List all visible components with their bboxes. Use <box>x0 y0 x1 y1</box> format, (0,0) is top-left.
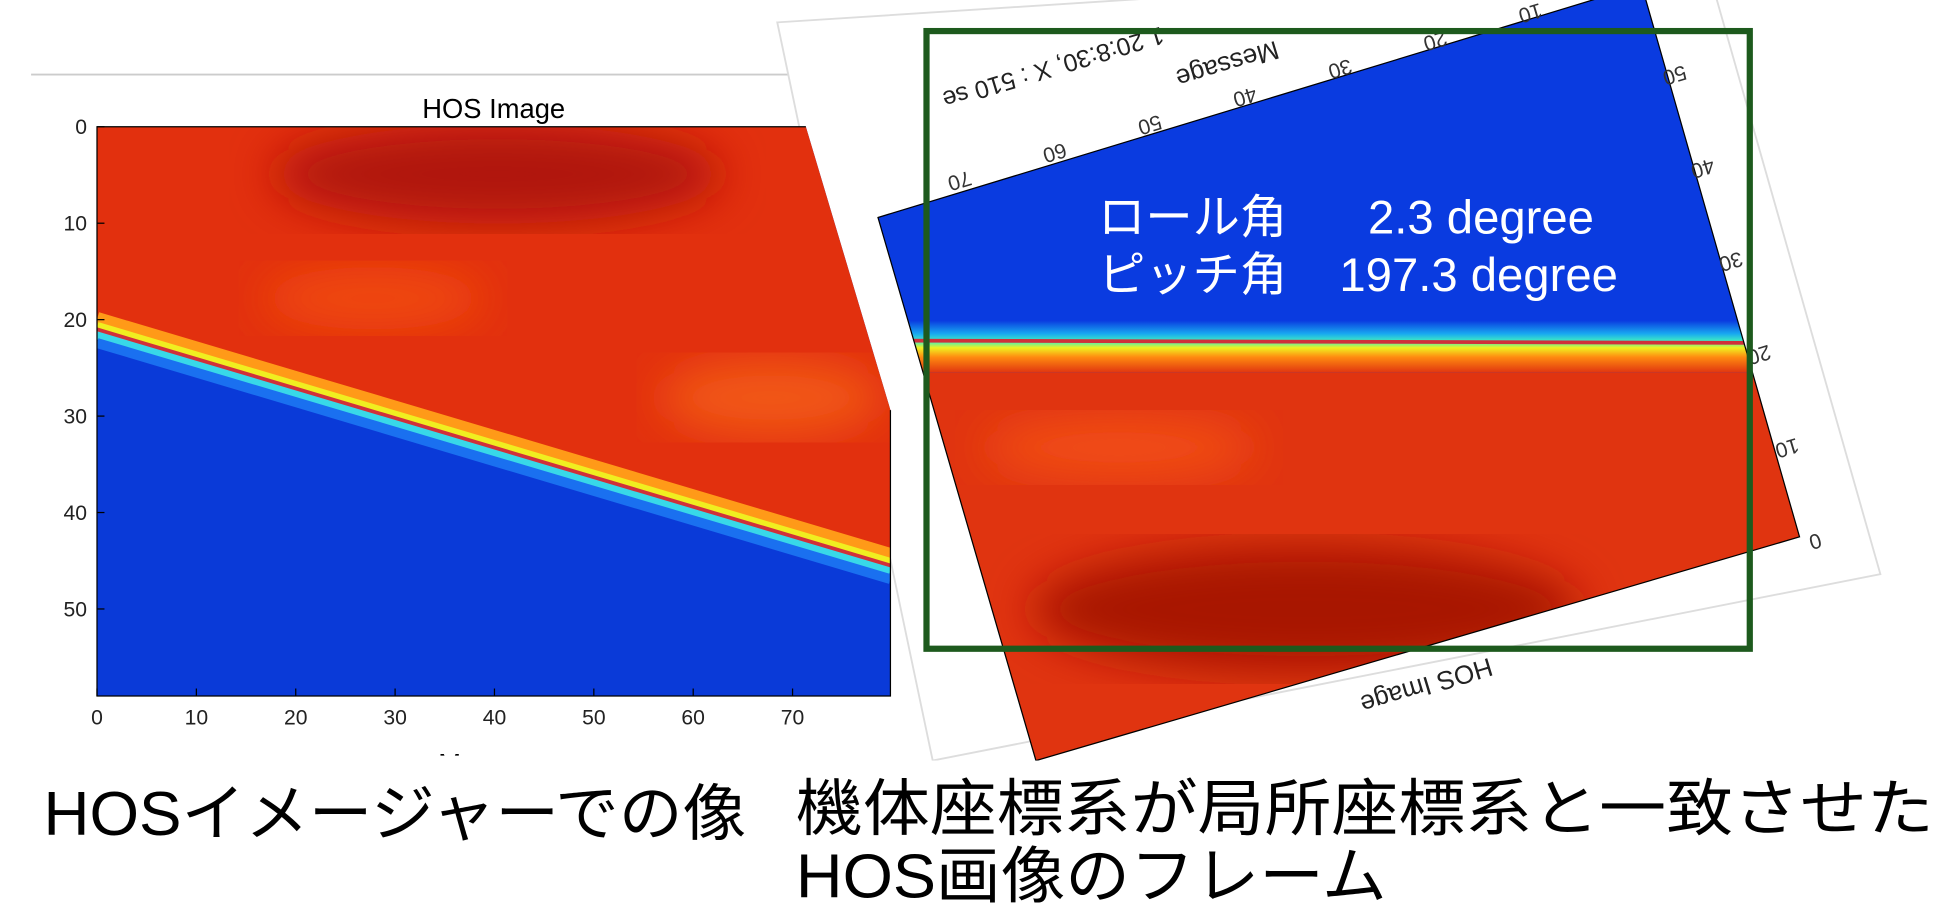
y-tick-label: 0 <box>75 116 87 139</box>
x-tick-label: 30 <box>383 707 407 730</box>
caption: HOSイメージャーでの像 <box>44 780 747 849</box>
texture <box>659 360 883 435</box>
texture <box>261 267 485 329</box>
x-tick-label: 0 <box>91 707 103 730</box>
slide: HOS Image Message 0102030405001020304050… <box>0 0 1950 906</box>
x-tick-label: 20 <box>284 707 308 730</box>
horizon-line <box>871 341 1816 343</box>
x-tick-label: 40 <box>483 707 507 730</box>
x-tick-label: 60 <box>681 707 705 730</box>
y-tick-label: 30 <box>64 406 88 429</box>
y-tick-label: 20 <box>64 309 88 332</box>
x-tick-label: 50 <box>582 707 606 730</box>
x-tick-label: 70 <box>781 707 805 730</box>
y-tick-label: 10 <box>64 213 88 236</box>
page: {"left_plot": {"title": "HOS Image", "xl… <box>0 0 1950 906</box>
plot-title: HOS Image <box>422 93 565 124</box>
y-tick-label: 40 <box>64 502 88 525</box>
texture <box>1032 547 1579 671</box>
pitch-value: 197.3 degree <box>1339 249 1617 302</box>
pitch-label: ピッチ角 <box>1098 249 1287 302</box>
transition <box>858 321 1828 373</box>
caption: HOS画像のフレーム <box>796 842 1387 906</box>
texture <box>274 124 722 223</box>
caption: 機体座標系が局所座標系と一致させた <box>796 775 1934 844</box>
texture <box>982 416 1256 478</box>
roll-label: ロール角 <box>1098 192 1287 245</box>
left-heatmap <box>97 124 893 698</box>
y-tick-label: 50 <box>64 598 88 621</box>
roll-value: 2.3 degree <box>1368 192 1594 245</box>
x-tick-label: 10 <box>185 707 209 730</box>
